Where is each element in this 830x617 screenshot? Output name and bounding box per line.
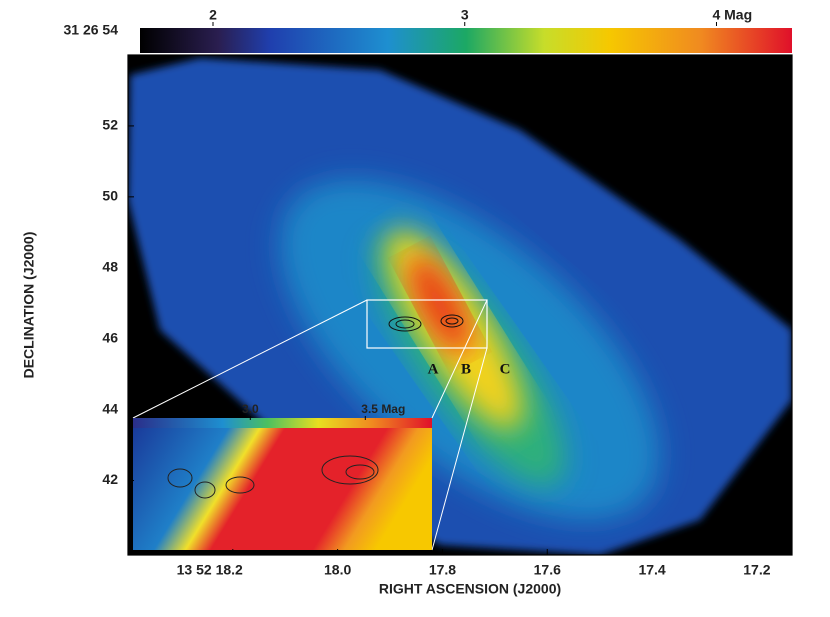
y-tick-label: 44	[102, 400, 118, 416]
y-tick-label: 46	[102, 329, 118, 345]
colorbar-tick-label: 2	[209, 7, 217, 23]
colorbar	[140, 28, 792, 53]
x-tick-label: 17.6	[534, 562, 561, 578]
y-tick-label: 52	[102, 117, 118, 133]
y-tick-label: 42	[102, 471, 118, 487]
annotation: A	[428, 361, 439, 377]
colorbar-tick-label: 3	[461, 7, 469, 23]
colorbar-tick-label: 4 Mag	[712, 7, 752, 23]
x-tick-label: 17.8	[429, 562, 456, 578]
x-axis-label: RIGHT ASCENSION (J2000)	[379, 581, 561, 597]
x-tick-label: 17.2	[743, 562, 770, 578]
annotation: B	[461, 361, 471, 377]
inset-colorbar-tick-label: 3.0	[242, 402, 259, 416]
inset-colorbar-tick-label: 3.5 Mag	[361, 402, 405, 416]
x-tick-label: 18.0	[324, 562, 351, 578]
x-tick-label: 17.4	[638, 562, 665, 578]
plot-frame	[127, 54, 793, 556]
annotation: C	[500, 361, 511, 377]
inset-colorbar	[133, 418, 432, 428]
y-axis-label: DECLINATION (J2000)	[21, 232, 37, 379]
y-tick-label: 50	[102, 188, 118, 204]
image: A B C	[128, 55, 792, 555]
y-tick-label: 31 26 54	[64, 22, 119, 38]
x-tick-label: 13 52 18.2	[177, 562, 243, 578]
y-tick-label: 48	[102, 258, 118, 274]
